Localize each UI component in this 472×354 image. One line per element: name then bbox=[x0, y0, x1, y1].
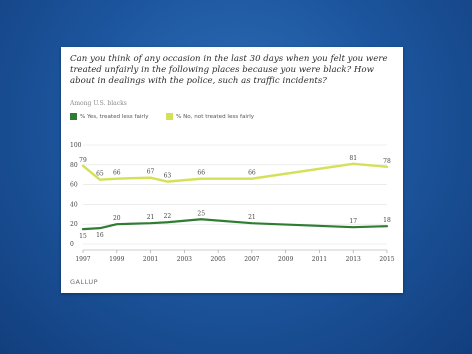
data-label-s0-2: 20 bbox=[113, 215, 121, 222]
chart-subtitle: Among U.S. blacks bbox=[70, 100, 127, 107]
data-label-s0-7: 17 bbox=[349, 218, 357, 225]
data-label-s1-6: 66 bbox=[248, 170, 256, 177]
data-label-s1-0: 79 bbox=[79, 157, 87, 164]
chart-question: Can you think of any occasion in the las… bbox=[70, 54, 388, 87]
data-label-s0-4: 22 bbox=[164, 213, 172, 220]
series-line-1 bbox=[81, 162, 389, 183]
data-label-s1-4: 63 bbox=[164, 173, 172, 180]
data-label-s1-3: 67 bbox=[147, 169, 155, 176]
data-label-s1-5: 66 bbox=[197, 170, 205, 177]
legend-label-yes: % Yes, treated less fairly bbox=[80, 113, 149, 120]
chart-card: Can you think of any occasion in the las… bbox=[61, 47, 403, 293]
y-tick-label-100: 100 bbox=[70, 142, 82, 149]
legend-item-no: % No, not treated less fairly bbox=[166, 113, 254, 120]
data-label-s0-5: 25 bbox=[197, 210, 205, 217]
x-tick-label-2005: 2005 bbox=[210, 256, 225, 263]
gallup-logo: GALLUP bbox=[70, 278, 99, 286]
data-label-s0-1: 16 bbox=[96, 232, 104, 239]
data-label-s0-0: 15 bbox=[79, 233, 87, 240]
legend-item-yes: % Yes, treated less fairly bbox=[70, 113, 149, 120]
data-label-s1-8: 78 bbox=[383, 158, 391, 165]
line-chart: 0 20 40 60 80 100 1997 1999 2001 2003 2005 2007 2009… bbox=[70, 142, 395, 263]
x-tick-label-2015: 2015 bbox=[379, 256, 394, 263]
y-tick-label-20: 20 bbox=[70, 221, 78, 228]
legend-swatch-yes bbox=[70, 113, 77, 120]
y-tick-label-80: 80 bbox=[70, 162, 78, 169]
data-label-s0-3: 21 bbox=[147, 214, 155, 221]
y-tick-label-60: 60 bbox=[70, 182, 78, 189]
data-label-s1-7: 81 bbox=[349, 155, 357, 162]
x-tick-label-1997: 1997 bbox=[75, 256, 90, 263]
legend-swatch-no bbox=[166, 113, 173, 120]
x-tick-label-2013: 2013 bbox=[346, 256, 361, 263]
data-label-s0-8: 18 bbox=[383, 217, 391, 224]
x-tick-label-2009: 2009 bbox=[278, 256, 293, 263]
y-tick-label-0: 0 bbox=[70, 241, 74, 248]
y-tick-label-40: 40 bbox=[70, 201, 78, 208]
legend-label-no: % No, not treated less fairly bbox=[176, 113, 255, 120]
x-tick-label-2003: 2003 bbox=[177, 256, 192, 263]
series-line-0 bbox=[81, 218, 389, 231]
x-tick-label-2007: 2007 bbox=[244, 256, 259, 263]
x-tick-label-1999: 1999 bbox=[109, 256, 124, 263]
x-tick-label-2011: 2011 bbox=[312, 256, 327, 263]
data-label-s0-6: 21 bbox=[248, 214, 256, 221]
x-tick-label-2001: 2001 bbox=[143, 256, 158, 263]
data-label-s1-1: 65 bbox=[96, 171, 104, 178]
data-label-s1-2: 66 bbox=[113, 170, 121, 177]
